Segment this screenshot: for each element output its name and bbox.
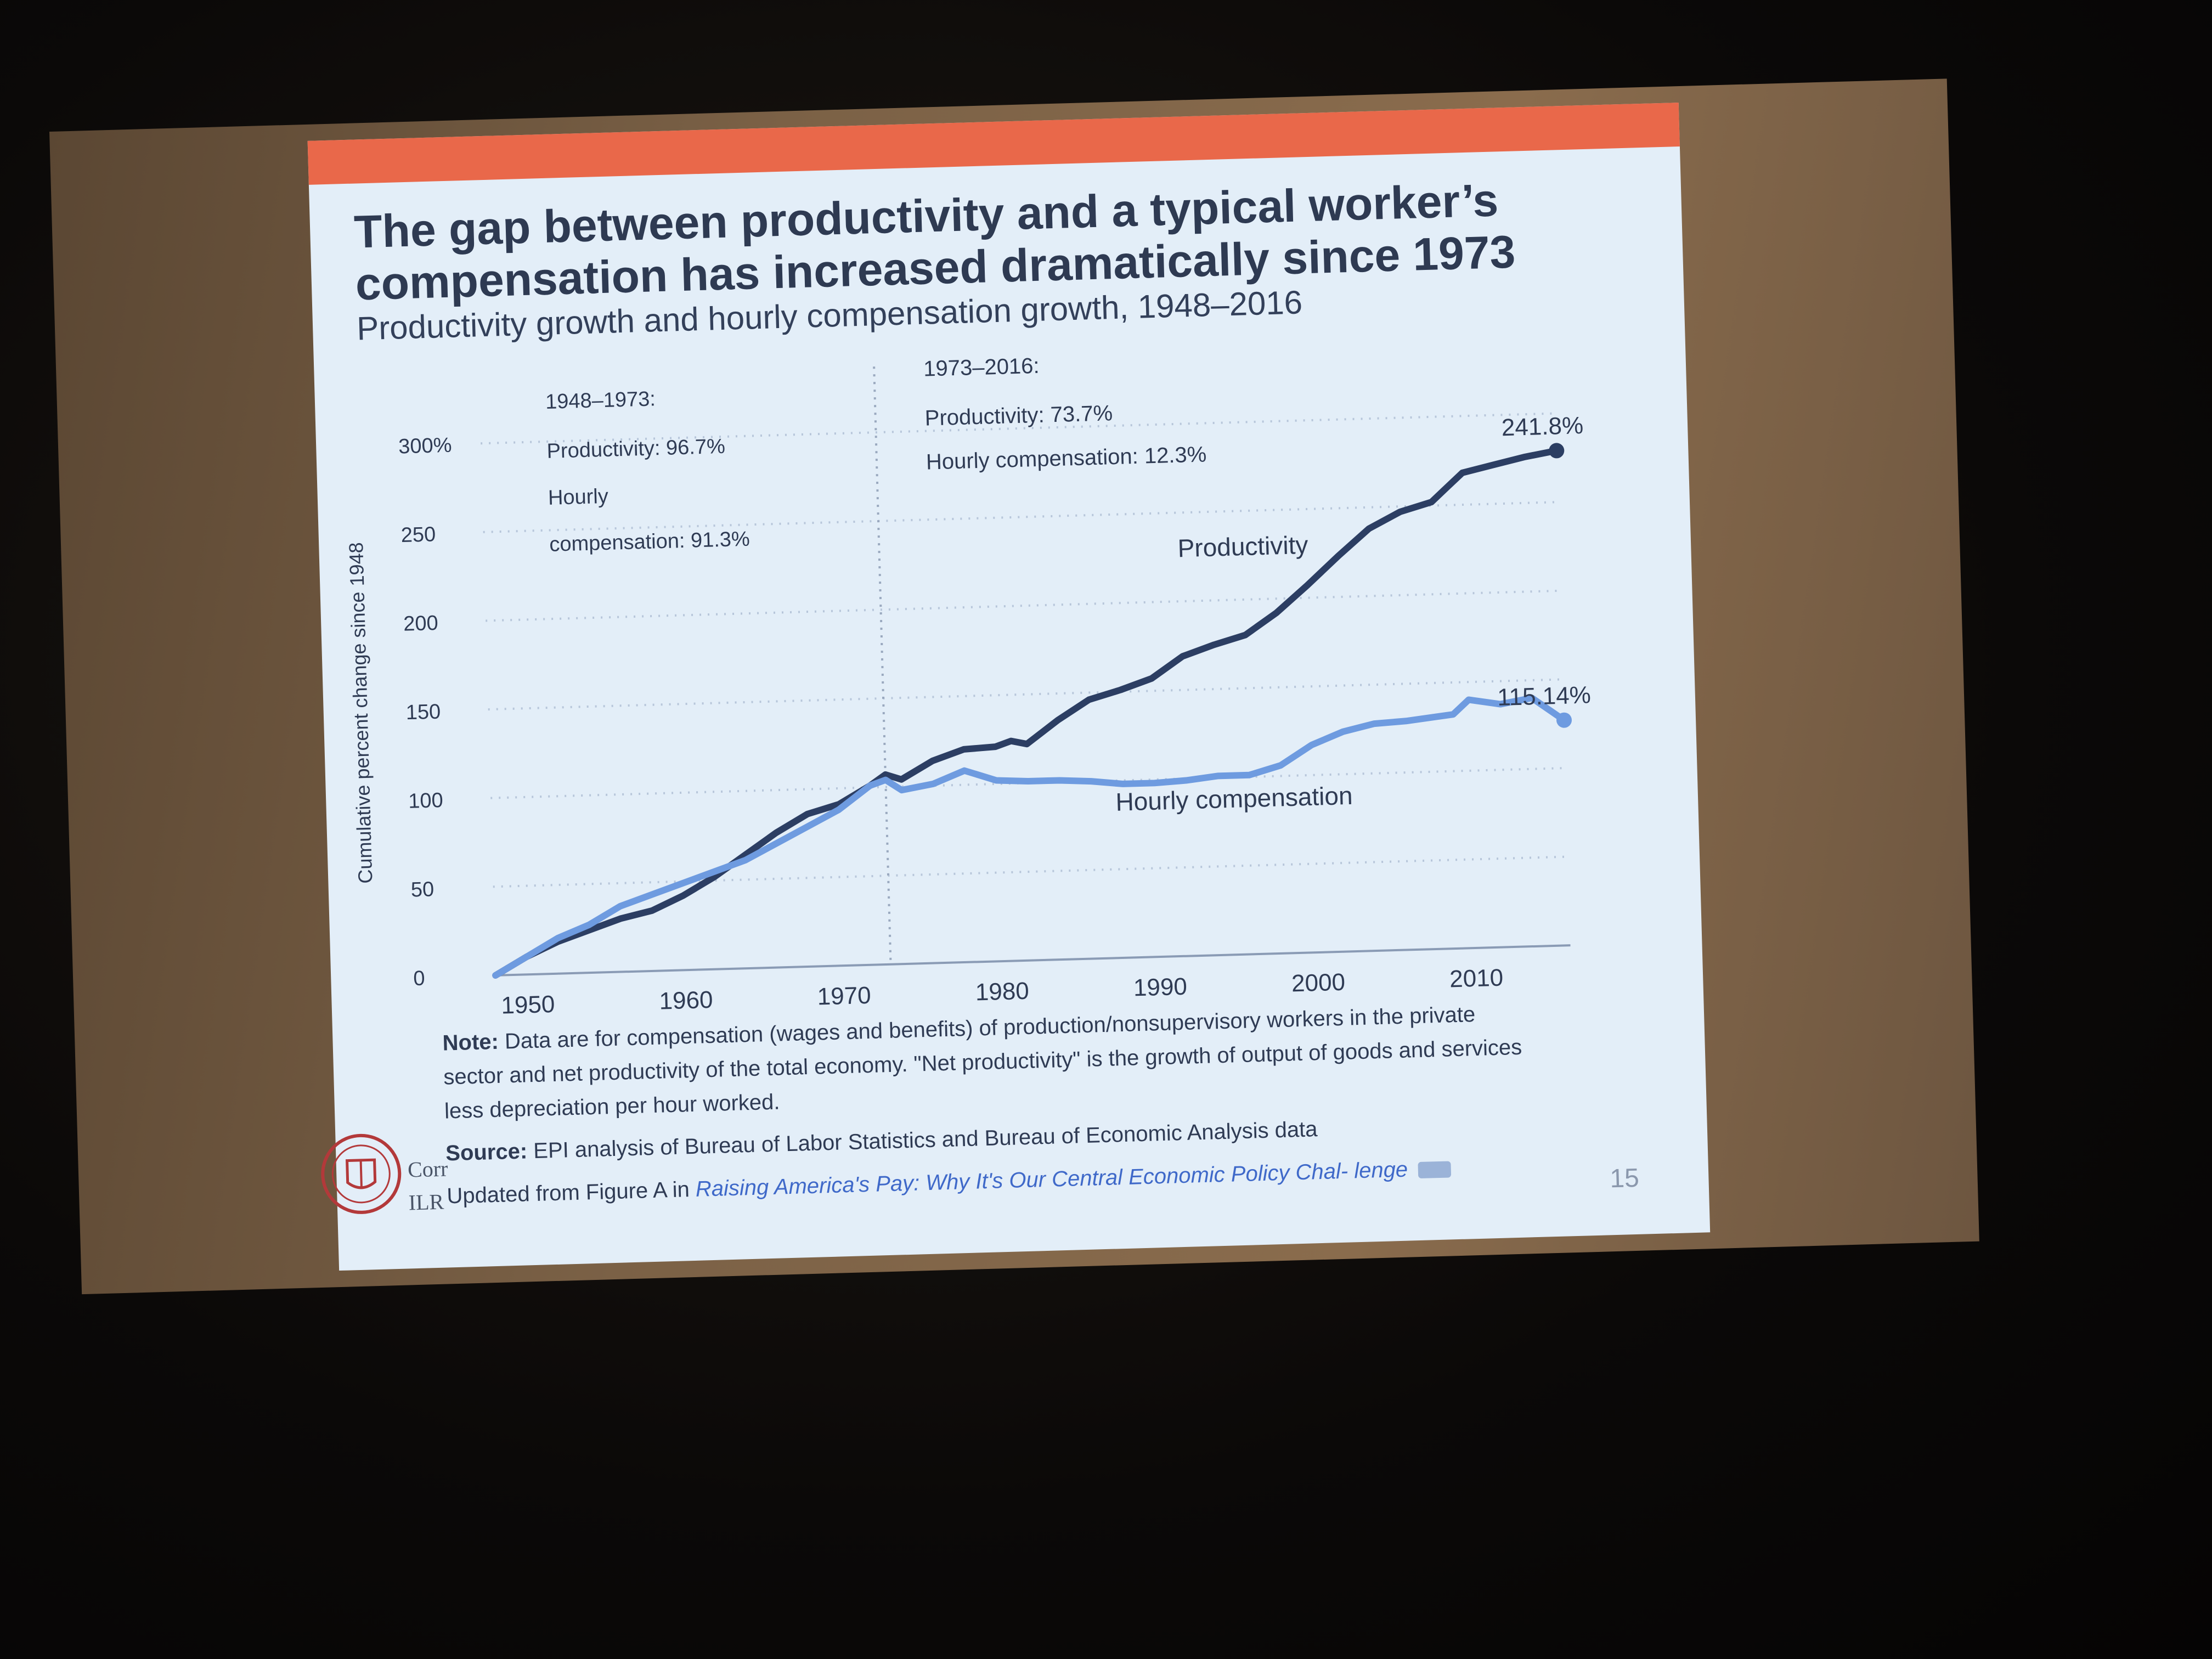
page-number: 15 (1609, 1163, 1640, 1194)
y-tick-label: 150 (405, 701, 441, 725)
y-axis-title: Cumulative percent change since 1948 (345, 542, 376, 884)
y-tick-label: 50 (410, 878, 434, 901)
series-lines (492, 443, 1572, 979)
productivity-line (492, 447, 1560, 979)
divider-line (873, 366, 892, 964)
annotation-1973-2016-period: 1973–2016: (923, 354, 1040, 381)
annotation-1973-2016-line: Hourly compensation: 12.3% (926, 442, 1206, 474)
chart-labels: 0 50 100 150 200 250 300% 1950 1960 1970 1980 1990 2… (345, 354, 1592, 1019)
series-label-productivity: Productivity (1177, 531, 1308, 563)
y-tick-label: 250 (400, 523, 436, 547)
productivity-end-point (1549, 443, 1565, 459)
source-label: Source: (445, 1139, 528, 1166)
x-tick-label: 2010 (1449, 964, 1504, 993)
gridline (488, 678, 1564, 711)
x-tick-label: 1970 (817, 982, 871, 1011)
productivity-end-label: 241.8% (1501, 412, 1584, 441)
annotation-1948-1973-period: 1948–1973: (545, 387, 656, 414)
gridline (486, 589, 1561, 622)
x-tick-label: 1950 (501, 991, 555, 1019)
annotation-1948-1973-line: Hourly (548, 485, 608, 510)
annotation-1948-1973-line: Productivity: 96.7% (546, 435, 725, 463)
x-tick-label: 1960 (659, 986, 713, 1015)
org-text-line2: ILR (408, 1189, 444, 1215)
compensation-end-label: 115.14% (1497, 681, 1592, 711)
compensation-line (492, 695, 1568, 979)
annotation-1948-1973-line: compensation: 91.3% (549, 528, 750, 556)
annotation-1973-2016-line: Productivity: 73.7% (924, 401, 1113, 431)
grid-lines (481, 412, 1571, 977)
more-icon[interactable] (1418, 1161, 1452, 1179)
x-tick-label: 2000 (1291, 969, 1345, 997)
y-tick-label: 0 (413, 967, 425, 990)
compensation-end-point (1556, 712, 1572, 728)
projector-screen: The gap between productivity and a typic… (49, 78, 1979, 1295)
series-label-compensation: Hourly compensation (1115, 781, 1353, 816)
line-chart: 0 50 100 150 200 250 300% 1950 1960 1970 1980 1990 2… (345, 354, 1592, 1019)
x-tick-label: 1980 (975, 978, 1029, 1006)
org-text: Corr ILR (407, 1152, 449, 1219)
x-axis-line (495, 944, 1571, 977)
x-tick-label: 1990 (1133, 973, 1187, 1002)
y-tick-label: 300% (398, 434, 452, 459)
gridline (493, 855, 1568, 888)
cornell-seal-logo (321, 1133, 402, 1214)
y-tick-label: 200 (403, 612, 439, 636)
y-tick-label: 100 (408, 789, 444, 813)
updated-prefix: Updated from Figure A in (446, 1177, 696, 1209)
slide: The gap between productivity and a typic… (307, 103, 1711, 1271)
source-text: EPI analysis of Bureau of Labor Statisti… (533, 1117, 1318, 1164)
note-label: Note: (442, 1029, 499, 1056)
updated-link[interactable]: Raising America's Pay: Why It's Our Cent… (695, 1157, 1408, 1201)
org-text-line1: Corr (407, 1156, 449, 1182)
period-divider (873, 366, 892, 964)
